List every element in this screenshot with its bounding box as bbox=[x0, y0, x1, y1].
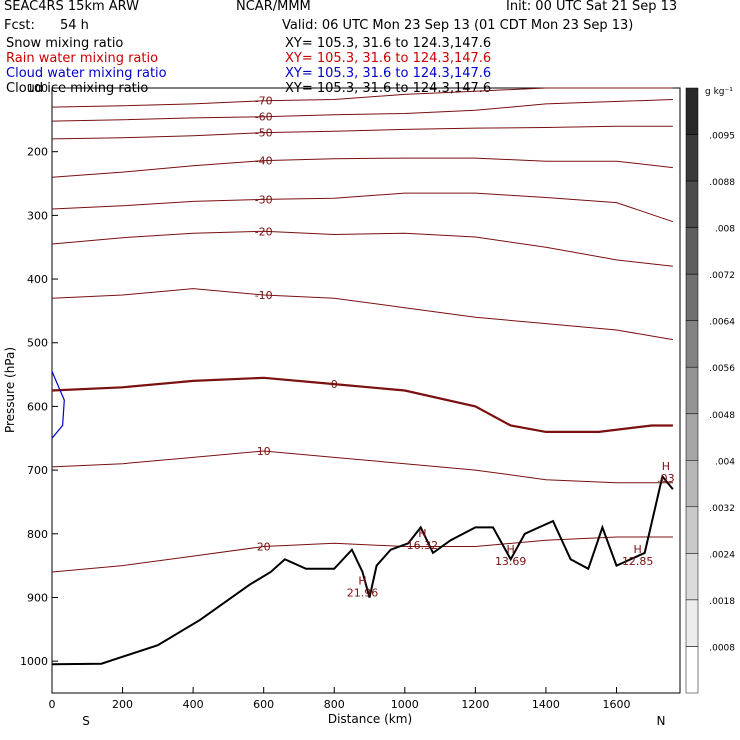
isotherm-label: 0 bbox=[331, 378, 338, 391]
colorbar-label: .0088 bbox=[709, 178, 735, 188]
isotherm-line bbox=[51, 99, 673, 122]
cloud-water-contour bbox=[51, 371, 65, 439]
y-tick-label: 400 bbox=[27, 273, 48, 286]
high-marker: H bbox=[634, 543, 642, 556]
high-marker: H bbox=[507, 543, 515, 556]
y-tick-label: 800 bbox=[27, 528, 48, 541]
colorbar-bin bbox=[685, 134, 699, 182]
isotherm-label: 20 bbox=[257, 541, 271, 554]
high-value-label: 21.96 bbox=[347, 587, 379, 600]
field-xy-snow: XY= 105.3, 31.6 to 124.3,147.6 bbox=[285, 36, 492, 51]
colorbar-label: .004 bbox=[715, 457, 735, 467]
high-value-label: 13.69 bbox=[495, 555, 527, 568]
colorbar-label: .0064 bbox=[709, 318, 735, 328]
high-marker: H bbox=[358, 575, 366, 588]
colorbar-bin bbox=[685, 599, 699, 647]
colorbar-bin bbox=[685, 553, 699, 601]
init-time: Init: 00 UTC Sat 21 Sep 13 bbox=[506, 0, 678, 14]
x-tick-label: 1600 bbox=[602, 698, 630, 711]
axes: 0 200 400 600 800 1000 1200 1400 160010020030040… bbox=[20, 82, 630, 711]
isotherm-line bbox=[51, 450, 673, 484]
field-name-rain: Rain water mixing ratio bbox=[6, 51, 159, 66]
y-tick-label: 500 bbox=[27, 337, 48, 350]
colorbar-label: .0008 bbox=[709, 644, 735, 654]
plot-frame bbox=[51, 87, 681, 694]
colorbar-bin bbox=[685, 227, 699, 275]
colorbar-bin bbox=[685, 460, 699, 508]
isotherm-contours: -70 -60 -50 -40 -30 -20 -10 0 10 20 bbox=[51, 87, 674, 573]
x-tick-label: 200 bbox=[112, 698, 133, 711]
x-tick-label: 1000 bbox=[391, 698, 419, 711]
high-value-label: .03 bbox=[657, 472, 675, 485]
isotherm-label: -40 bbox=[255, 155, 273, 168]
colorbar-bin bbox=[685, 320, 699, 368]
isotherm-label: -70 bbox=[255, 95, 273, 108]
colorbar-label: .0056 bbox=[709, 364, 735, 374]
y-tick-label: 100 bbox=[27, 82, 48, 95]
x-end-label-right: N bbox=[657, 714, 666, 728]
y-tick-label: 900 bbox=[27, 591, 48, 604]
colorbar-label: .0032 bbox=[709, 504, 735, 514]
high-value-label: 16.32 bbox=[407, 539, 439, 552]
isotherm-line bbox=[51, 536, 673, 573]
y-tick-label: 200 bbox=[27, 146, 48, 159]
isotherm-line bbox=[51, 376, 673, 433]
x-tick-label: 400 bbox=[183, 698, 204, 711]
model-title: SEAC4RS 15km ARW bbox=[4, 0, 140, 14]
x-axis-title: Distance (km) bbox=[328, 712, 412, 726]
colorbar-unit: g kg⁻¹ bbox=[705, 87, 733, 97]
y-tick-label: 1000 bbox=[20, 655, 48, 668]
colorbar-bin bbox=[685, 180, 699, 228]
colorbar-label: .0095 bbox=[709, 132, 735, 142]
x-end-label-left: S bbox=[82, 714, 90, 728]
isotherm-label: -30 bbox=[255, 193, 273, 206]
colorbar-label: .0072 bbox=[709, 271, 735, 281]
isotherm-label: 10 bbox=[257, 445, 271, 458]
colorbar-bin bbox=[685, 506, 699, 554]
isotherm-line bbox=[51, 125, 673, 140]
isotherm-label: -20 bbox=[255, 225, 273, 238]
colorbar-label: .0048 bbox=[709, 411, 735, 421]
center-label: NCAR/MMM bbox=[236, 0, 311, 14]
x-tick-label: 1400 bbox=[532, 698, 560, 711]
colorbar-label: .0018 bbox=[709, 597, 735, 607]
y-axis-title: Pressure (hPa) bbox=[3, 347, 17, 433]
x-tick-label: 600 bbox=[253, 698, 274, 711]
colorbar-bin bbox=[685, 366, 699, 414]
colorbar-label: .0024 bbox=[709, 550, 735, 560]
high-marker: H bbox=[662, 460, 670, 473]
isotherm-line bbox=[51, 230, 673, 267]
colorbar-bin bbox=[685, 646, 699, 694]
terrain-line bbox=[51, 474, 674, 666]
isotherm-line bbox=[51, 87, 673, 108]
field-name-snow: Snow mixing ratio bbox=[6, 36, 124, 51]
y-tick-label: 600 bbox=[27, 400, 48, 413]
y-tick-label: 300 bbox=[27, 209, 48, 222]
isotherm-line bbox=[51, 157, 673, 178]
isotherm-label: -60 bbox=[255, 111, 273, 124]
colorbar-bin bbox=[685, 413, 699, 461]
field-name-cloud-water: Cloud water mixing ratio bbox=[6, 66, 167, 81]
isotherm-line bbox=[51, 192, 674, 223]
x-tick-label: 0 bbox=[49, 698, 56, 711]
y-tick-label: 700 bbox=[27, 464, 48, 477]
isotherm-label: -50 bbox=[255, 127, 273, 140]
high-value-label: 12.85 bbox=[622, 555, 654, 568]
high-marker: H bbox=[418, 527, 426, 540]
colorbar-bin bbox=[685, 273, 699, 321]
colorbar: .0095 .0088 .008 .0072 .0064 .0056 .0048 .004 .0… bbox=[685, 87, 735, 694]
colorbar-label: .008 bbox=[715, 225, 735, 235]
valid-time: Valid: 06 UTC Mon 23 Sep 13 (01 CDT Mon … bbox=[282, 18, 634, 33]
x-tick-label: 800 bbox=[324, 698, 345, 711]
isotherm-label: -10 bbox=[255, 289, 273, 302]
field-xy-cloud-water: XY= 105.3, 31.6 to 124.3,147.6 bbox=[285, 66, 492, 81]
fcst-label: Fcst: bbox=[4, 18, 35, 33]
fcst-value: 54 h bbox=[60, 18, 89, 33]
isotherm-line bbox=[51, 288, 673, 341]
field-xy-rain: XY= 105.3, 31.6 to 124.3,147.6 bbox=[285, 51, 492, 66]
colorbar-bin bbox=[685, 87, 699, 135]
x-tick-label: 1200 bbox=[461, 698, 489, 711]
